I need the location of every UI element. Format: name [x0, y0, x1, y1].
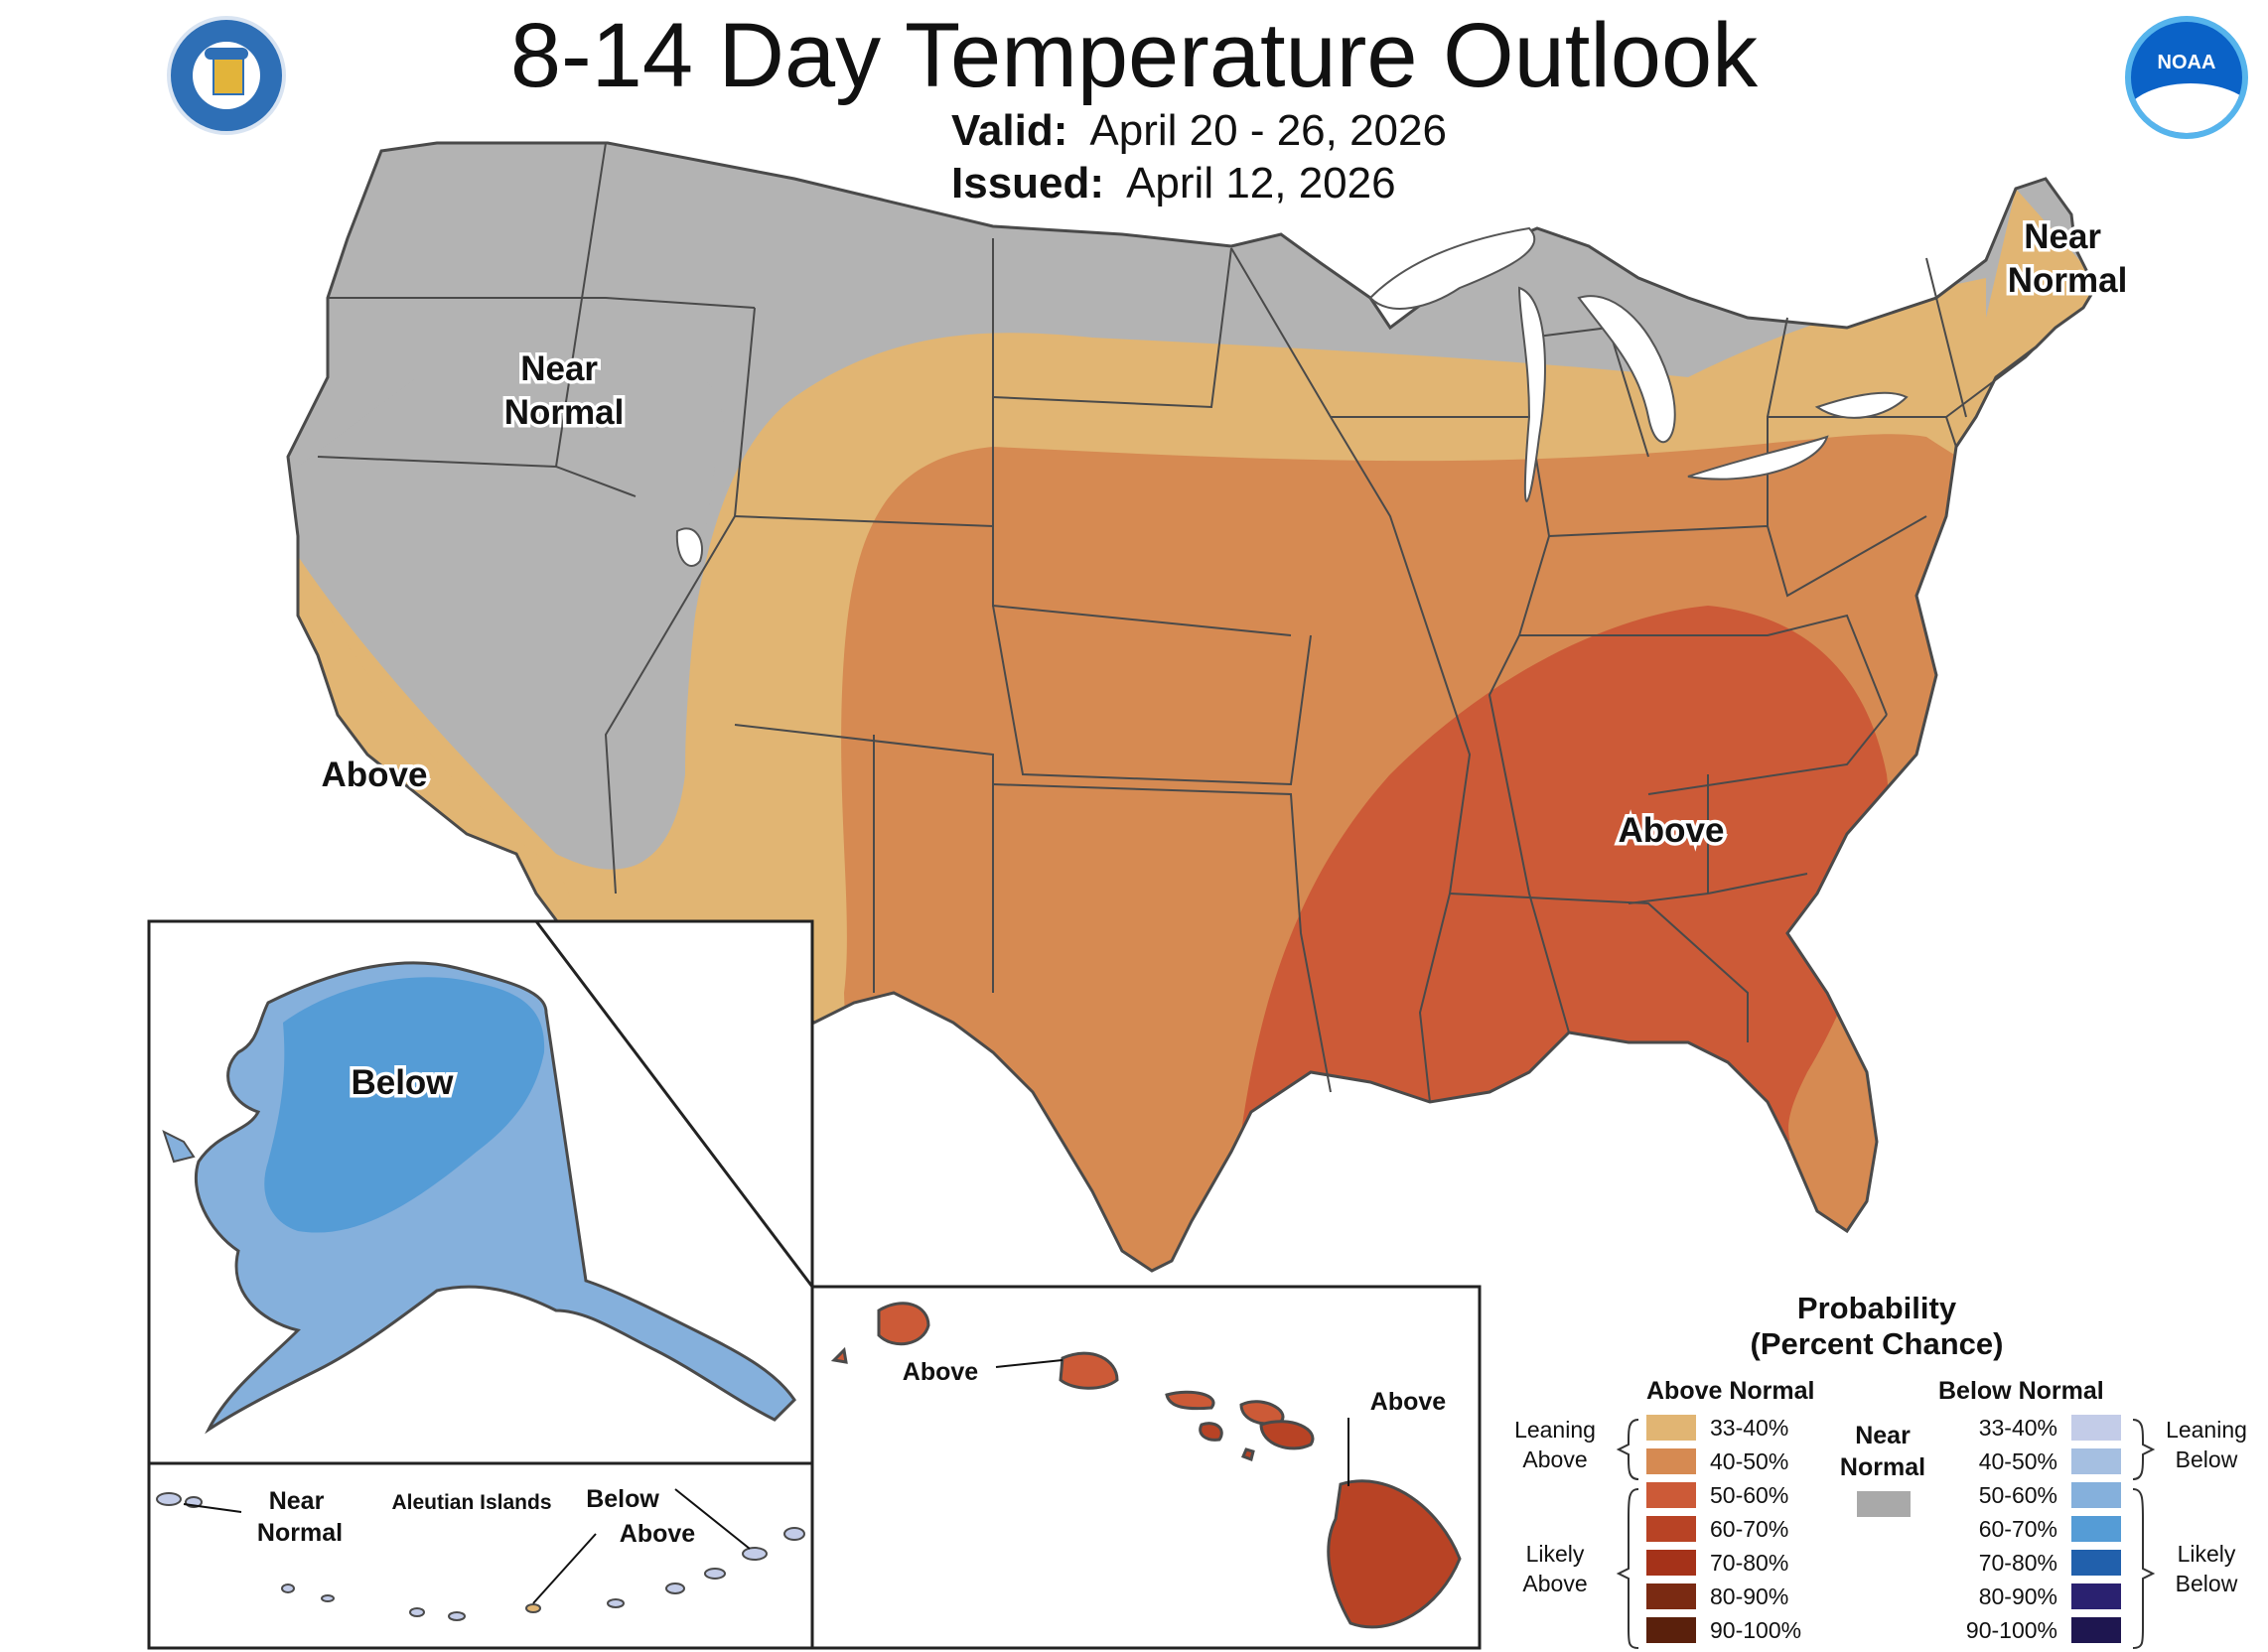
legend-likely-below: Likely Below [2161, 1539, 2252, 1598]
leaning-below-line2: Below [2175, 1446, 2238, 1472]
likely-below-line1: Likely [2177, 1541, 2236, 1567]
label-hawaii-above-west: Above [903, 1358, 979, 1386]
above-legend-swatch [1646, 1617, 1696, 1643]
above-legend-row: 50-60% [1646, 1482, 1788, 1508]
leaning-above-line1: Leaning [1514, 1417, 1596, 1443]
below-legend-row: 50-60% [1958, 1482, 2121, 1508]
above-legend-label: 60-70% [1710, 1515, 1789, 1542]
issued-line: Issued: April 12, 2026 [951, 159, 1396, 208]
alaska-below-60-70-area [264, 977, 545, 1233]
below-legend-row: 33-40% [1958, 1415, 2121, 1441]
above-legend-label: 40-50% [1710, 1447, 1789, 1474]
noaa-logo-text: NOAA [2157, 52, 2216, 73]
likely-below-line2: Below [2175, 1571, 2238, 1596]
legend-title-line1: Probability [1796, 1291, 1957, 1325]
hawaii-islands [830, 1302, 1462, 1629]
label-aleutian-title: Aleutian Islands [391, 1491, 551, 1514]
leaning-above-line2: Above [1522, 1446, 1588, 1472]
state-boundaries [317, 142, 2056, 1103]
above-legend-swatch [1646, 1415, 1696, 1441]
above-legend-swatch [1646, 1448, 1696, 1474]
above-legend-row: 70-80% [1646, 1550, 1788, 1576]
below-legend-swatch [2071, 1448, 2121, 1474]
above-legend-row: 33-40% [1646, 1415, 1788, 1441]
above-legend-label: 33-40% [1710, 1414, 1789, 1441]
below-legend-swatch [2071, 1550, 2121, 1576]
legend-title-line2: (Percent Chance) [1750, 1326, 2004, 1361]
issued-value: April 12, 2026 [1126, 159, 1396, 207]
label-aleutian-below: Below [586, 1485, 659, 1513]
below-legend-label: 33-40% [1978, 1414, 2057, 1441]
issued-label: Issued: [951, 159, 1105, 207]
below-legend-row: 90-100% [1958, 1617, 2121, 1643]
below-legend-label: 50-60% [1978, 1481, 2057, 1508]
above-legend-swatch [1646, 1583, 1696, 1609]
alaska-inset-pointer [534, 920, 814, 1288]
above-legend-label: 70-80% [1710, 1549, 1789, 1576]
label-california-above: Above [322, 756, 428, 794]
legend-below-header: Below Normal [1938, 1377, 2104, 1405]
below-legend-swatch [2071, 1617, 2121, 1643]
below-legend-label: 90-100% [1965, 1616, 2057, 1643]
label-northeast-near-normal: Near Normal [2008, 217, 2128, 300]
above-legend-label: 90-100% [1710, 1616, 1802, 1643]
below-legend-row: 60-70% [1958, 1516, 2121, 1542]
above-legend-swatch [1646, 1516, 1696, 1542]
hawaii-pointers [995, 1359, 1349, 1486]
legend-near-header: Near Normal [1833, 1420, 1932, 1483]
great-lakes [1368, 226, 1909, 502]
leaning-below-line1: Leaning [2166, 1417, 2247, 1443]
below-legend-row: 80-90% [1958, 1583, 2121, 1609]
below-legend-row: 70-80% [1958, 1550, 2121, 1576]
legend-near-line2: Normal [1839, 1453, 1926, 1481]
page-title: 8-14 Day Temperature Outlook [509, 5, 1759, 106]
above-legend-row: 80-90% [1646, 1583, 1788, 1609]
aleutian-inset-frame [147, 1461, 814, 1650]
above-legend-swatch [1646, 1550, 1696, 1576]
below-legend-swatch [2071, 1482, 2121, 1508]
legend-likely-above: Likely Above [1509, 1539, 1601, 1598]
below-legend-swatch [2071, 1583, 2121, 1609]
legend-near-swatch [1857, 1491, 1911, 1517]
below-legend-label: 60-70% [1978, 1515, 2057, 1542]
above-legend-swatch [1646, 1482, 1696, 1508]
commerce-seal-icon [167, 16, 286, 135]
label-southeast-above: Above [1619, 811, 1725, 850]
label-nw-line2: Normal [504, 393, 625, 432]
label-aleutian-above: Above [620, 1520, 696, 1548]
legend-title: Probability (Percent Chance) [1708, 1291, 2046, 1362]
valid-line: Valid: April 20 - 26, 2026 [951, 106, 1447, 156]
great-salt-lake [675, 527, 703, 567]
likely-above-line1: Likely [1525, 1541, 1585, 1567]
above-legend-label: 50-60% [1710, 1481, 1789, 1508]
noaa-logo-icon: NOAA [2125, 16, 2248, 139]
legend-near-line1: Near [1855, 1422, 1911, 1449]
above-legend-row: 40-50% [1646, 1448, 1788, 1474]
aleutian-islands [156, 1492, 805, 1621]
below-legend-label: 70-80% [1978, 1549, 2057, 1576]
label-hawaii-above-east: Above [1370, 1388, 1447, 1416]
likely-above-line2: Above [1522, 1571, 1588, 1596]
below-legend-label: 40-50% [1978, 1447, 2057, 1474]
aleutian-pointers [183, 1488, 751, 1604]
label-alaska-below: Below [351, 1063, 454, 1102]
above-legend-row: 60-70% [1646, 1516, 1788, 1542]
below-legend-label: 80-90% [1978, 1583, 2057, 1609]
legend-leaning-below: Leaning Below [2161, 1415, 2252, 1474]
below-legend-swatch [2071, 1516, 2121, 1542]
label-nw-line: Near [520, 349, 598, 388]
below-legend-row: 40-50% [1958, 1448, 2121, 1474]
legend-above-header: Above Normal [1646, 1377, 1815, 1405]
above-legend-label: 80-90% [1710, 1583, 1789, 1609]
valid-value: April 20 - 26, 2026 [1089, 106, 1447, 155]
legend-leaning-above: Leaning Above [1509, 1415, 1601, 1474]
above-legend-row: 90-100% [1646, 1617, 1801, 1643]
valid-label: Valid: [951, 106, 1068, 155]
below-legend-swatch [2071, 1415, 2121, 1441]
label-northwest-near-normal: Near Normal [504, 349, 625, 432]
label-aleutian-near-normal: Near Normal [257, 1487, 343, 1547]
